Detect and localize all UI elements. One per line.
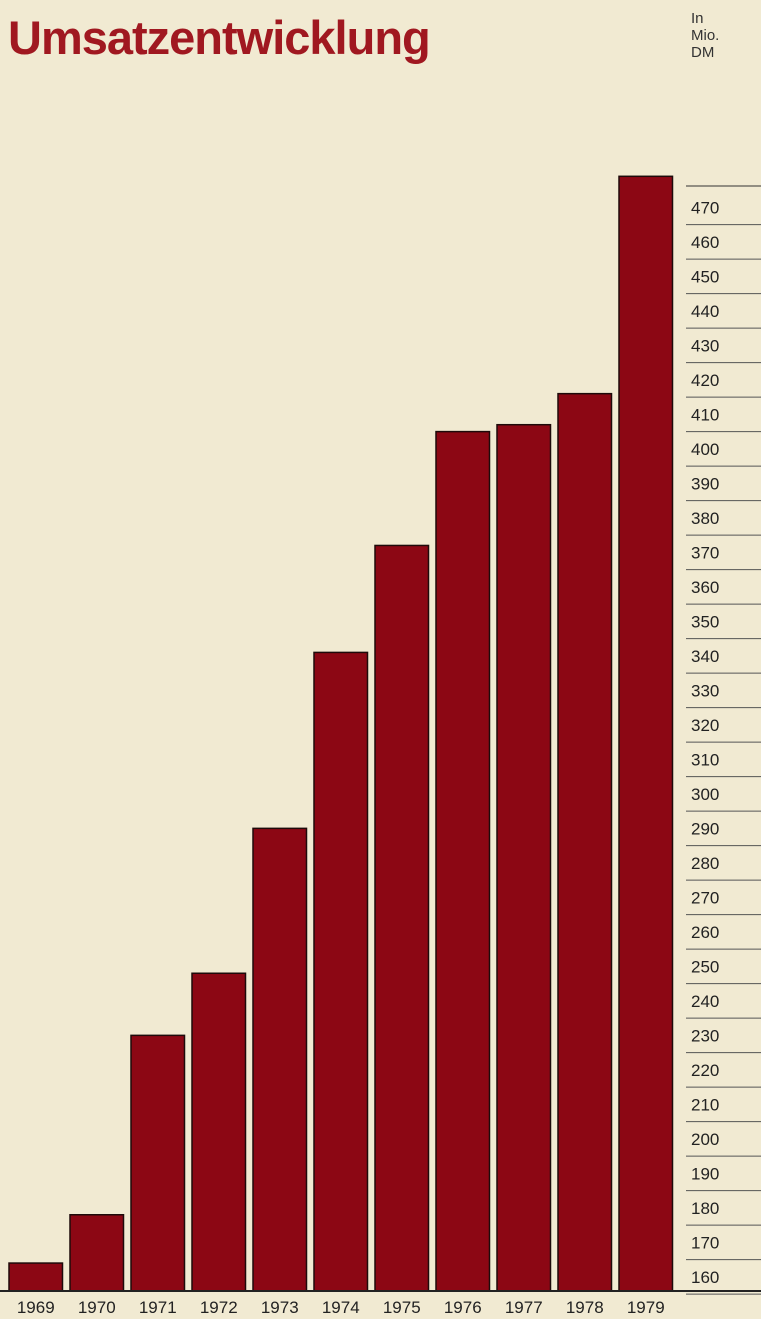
y-tick-label: 210	[691, 1095, 719, 1114]
bar-1972	[191, 972, 247, 1292]
y-tick-label: 450	[691, 267, 719, 286]
x-tick-label: 1969	[17, 1298, 55, 1317]
y-tick-label: 460	[691, 233, 719, 252]
y-tick-label: 330	[691, 681, 719, 700]
y-tick-label: 220	[691, 1061, 719, 1080]
y-tick-label: 390	[691, 474, 719, 493]
x-tick-label: 1972	[200, 1298, 238, 1317]
y-tick-label: 360	[691, 578, 719, 597]
bar-1971	[130, 1034, 186, 1292]
x-tick-label: 1971	[139, 1298, 177, 1317]
y-tick-label: 420	[691, 371, 719, 390]
bar-1974	[313, 651, 369, 1292]
x-tick-label: 1976	[444, 1298, 482, 1317]
x-tick-label: 1977	[505, 1298, 543, 1317]
y-tick-label: 410	[691, 405, 719, 424]
y-tick-label: 350	[691, 612, 719, 631]
chart-title: Umsatzentwicklung	[8, 11, 431, 64]
bar-1975	[374, 544, 430, 1292]
y-tick-label: 280	[691, 854, 719, 873]
y-tick-label: 320	[691, 716, 719, 735]
bar-1973	[252, 827, 308, 1292]
bar-1978	[557, 392, 613, 1292]
y-tick-label: 470	[691, 198, 719, 217]
y-axis-unit-label: In Mio. DM	[691, 10, 719, 61]
y-tick-label: 170	[691, 1233, 719, 1252]
bar-1970	[69, 1214, 125, 1292]
y-tick-label: 370	[691, 543, 719, 562]
y-tick-label: 430	[691, 336, 719, 355]
y-tick-label: 290	[691, 819, 719, 838]
x-tick-label: 1979	[627, 1298, 665, 1317]
unit-label-line: In	[691, 10, 704, 27]
y-tick-label: 440	[691, 302, 719, 321]
y-tick-label: 340	[691, 647, 719, 666]
unit-label-line: Mio.	[691, 27, 720, 44]
x-tick-label: 1978	[566, 1298, 604, 1317]
y-tick-label: 310	[691, 750, 719, 769]
y-tick-label: 270	[691, 888, 719, 907]
bar-1976	[435, 430, 491, 1292]
unit-label-line: DM	[691, 44, 715, 61]
x-tick-label: 1975	[383, 1298, 421, 1317]
x-tick-label: 1973	[261, 1298, 299, 1317]
y-tick-label: 250	[691, 957, 719, 976]
y-tick-label: 300	[691, 785, 719, 804]
x-tick-label: 1970	[78, 1298, 116, 1317]
y-tick-label: 200	[691, 1130, 719, 1149]
y-tick-label: 180	[691, 1199, 719, 1218]
x-tick-label: 1974	[322, 1298, 360, 1317]
y-tick-label: 240	[691, 992, 719, 1011]
y-tick-label: 400	[691, 440, 719, 459]
bar-1979	[618, 175, 674, 1292]
bar-1969	[8, 1262, 64, 1292]
y-tick-label: 160	[691, 1268, 719, 1287]
y-tick-label: 260	[691, 923, 719, 942]
bar-1977	[496, 423, 552, 1292]
y-tick-label: 190	[691, 1164, 719, 1183]
y-tick-label: 380	[691, 509, 719, 528]
y-tick-label: 230	[691, 1026, 719, 1045]
